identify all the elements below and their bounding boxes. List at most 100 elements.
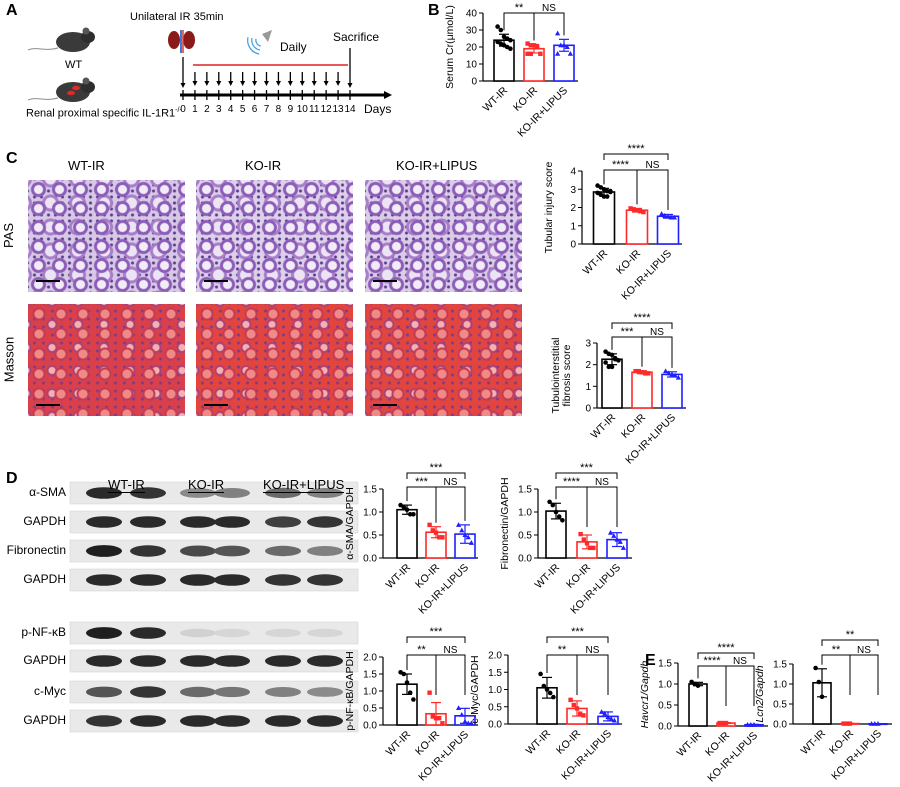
blot-band	[265, 715, 301, 727]
y-tick-label: 0.5	[363, 531, 377, 542]
data-point	[638, 208, 643, 214]
blot-band	[180, 655, 216, 667]
daily-treatment-arrow-head	[204, 81, 210, 86]
y-tick-label: 2	[570, 203, 576, 214]
y-axis-label: Havcr1/Gapdh	[639, 660, 651, 728]
data-point	[404, 680, 410, 685]
data-point	[847, 721, 853, 726]
data-point	[636, 368, 641, 374]
y-tick-label: 1.5	[363, 670, 377, 681]
y-tick-label: 1.0	[363, 687, 377, 698]
blot-band	[307, 488, 343, 498]
significance-bracket	[586, 486, 618, 527]
significance-label: ****	[612, 159, 630, 171]
column-title-ko-lipus: KO-IR+LIPUS	[396, 158, 478, 173]
data-point	[541, 683, 547, 689]
ischemia-arrow-head	[180, 83, 186, 88]
data-point	[603, 360, 608, 365]
data-point	[601, 194, 607, 199]
data-point	[508, 46, 513, 51]
daily-treatment-arrow-head	[323, 81, 329, 86]
blot-band	[86, 715, 122, 727]
blot-band	[307, 574, 343, 586]
blot-band	[180, 488, 216, 498]
blot-band	[265, 516, 301, 528]
significance-label: ***	[621, 326, 635, 338]
data-point	[617, 539, 623, 544]
data-point	[751, 721, 757, 727]
blot-band	[265, 628, 301, 638]
mouse-ear	[82, 27, 90, 35]
x-tick-label: WT-IR	[589, 411, 619, 441]
data-point	[599, 709, 605, 714]
significance-bracket	[546, 636, 609, 643]
data-point	[633, 368, 638, 374]
significance-label: NS	[646, 160, 660, 171]
x-tick-label: KO-IR	[614, 247, 643, 276]
data-point	[401, 505, 407, 510]
y-tick-label: 0.5	[773, 700, 787, 711]
y-tick-label: 2	[585, 360, 591, 371]
significance-bracket	[821, 639, 879, 646]
days-axis-label: Days	[364, 102, 392, 116]
blot-label: GAPDH	[23, 572, 66, 586]
data-point	[465, 534, 471, 540]
daily-treatment-arrow-head	[228, 81, 234, 86]
kidney-spot	[67, 90, 75, 96]
significance-label: ***	[571, 626, 585, 638]
mouse-tail	[27, 47, 59, 51]
blot-band	[265, 655, 301, 667]
significance-label: ***	[415, 476, 429, 488]
scale-bar	[373, 404, 397, 406]
data-point	[544, 687, 550, 692]
x-tick-label: KO-IR+LIPUS	[829, 728, 884, 783]
data-point	[634, 208, 640, 213]
blot-label: α-SMA	[29, 485, 66, 499]
daily-treatment-arrow-head	[252, 81, 258, 86]
data-point	[581, 537, 586, 542]
data-point	[844, 721, 849, 726]
blot-band	[214, 686, 250, 698]
data-point	[407, 690, 413, 695]
data-point	[430, 528, 435, 533]
data-point	[614, 536, 620, 542]
data-point	[556, 514, 562, 519]
data-point	[611, 533, 617, 538]
day-tick-label: 6	[252, 104, 258, 115]
y-tick-label: 0	[570, 240, 576, 251]
row-label-pas: PAS	[1, 222, 17, 249]
data-point	[440, 721, 445, 726]
data-point	[641, 209, 646, 215]
row-label-masson: Masson	[1, 336, 17, 383]
data-point	[578, 711, 583, 716]
blot-band	[130, 487, 166, 499]
blot-band	[307, 687, 343, 697]
data-point	[555, 51, 561, 56]
chart-fibrosis: 0 1 2 3 Tubulointerstitial fibrosis score WT-I…	[550, 312, 686, 467]
y-axis-label: α-SMA/GAPDH	[344, 487, 356, 560]
kidney-icon	[168, 30, 195, 53]
significance-label: NS	[542, 3, 556, 14]
data-point	[551, 694, 556, 700]
data-point	[666, 370, 672, 376]
data-point	[404, 507, 410, 512]
significance-label: NS	[444, 645, 458, 656]
significance-label: ****	[563, 476, 581, 488]
significance-label: NS	[650, 327, 664, 338]
data-point	[531, 43, 537, 48]
blot-band	[180, 715, 216, 727]
micrograph-masson-wt	[28, 304, 185, 416]
day-tick-label: 1	[192, 104, 198, 115]
blot-label: GAPDH	[23, 514, 66, 528]
panel-label-e: E	[645, 652, 656, 669]
data-point	[608, 529, 614, 535]
significance-label: **	[417, 644, 426, 656]
treatment-label: Daily	[280, 40, 307, 54]
significance-bracket	[636, 169, 669, 210]
data-point	[538, 671, 543, 677]
blot-band	[214, 715, 250, 727]
significance-bracket	[406, 654, 437, 695]
bar-wt-ir	[592, 191, 616, 245]
blot-band	[86, 574, 122, 586]
